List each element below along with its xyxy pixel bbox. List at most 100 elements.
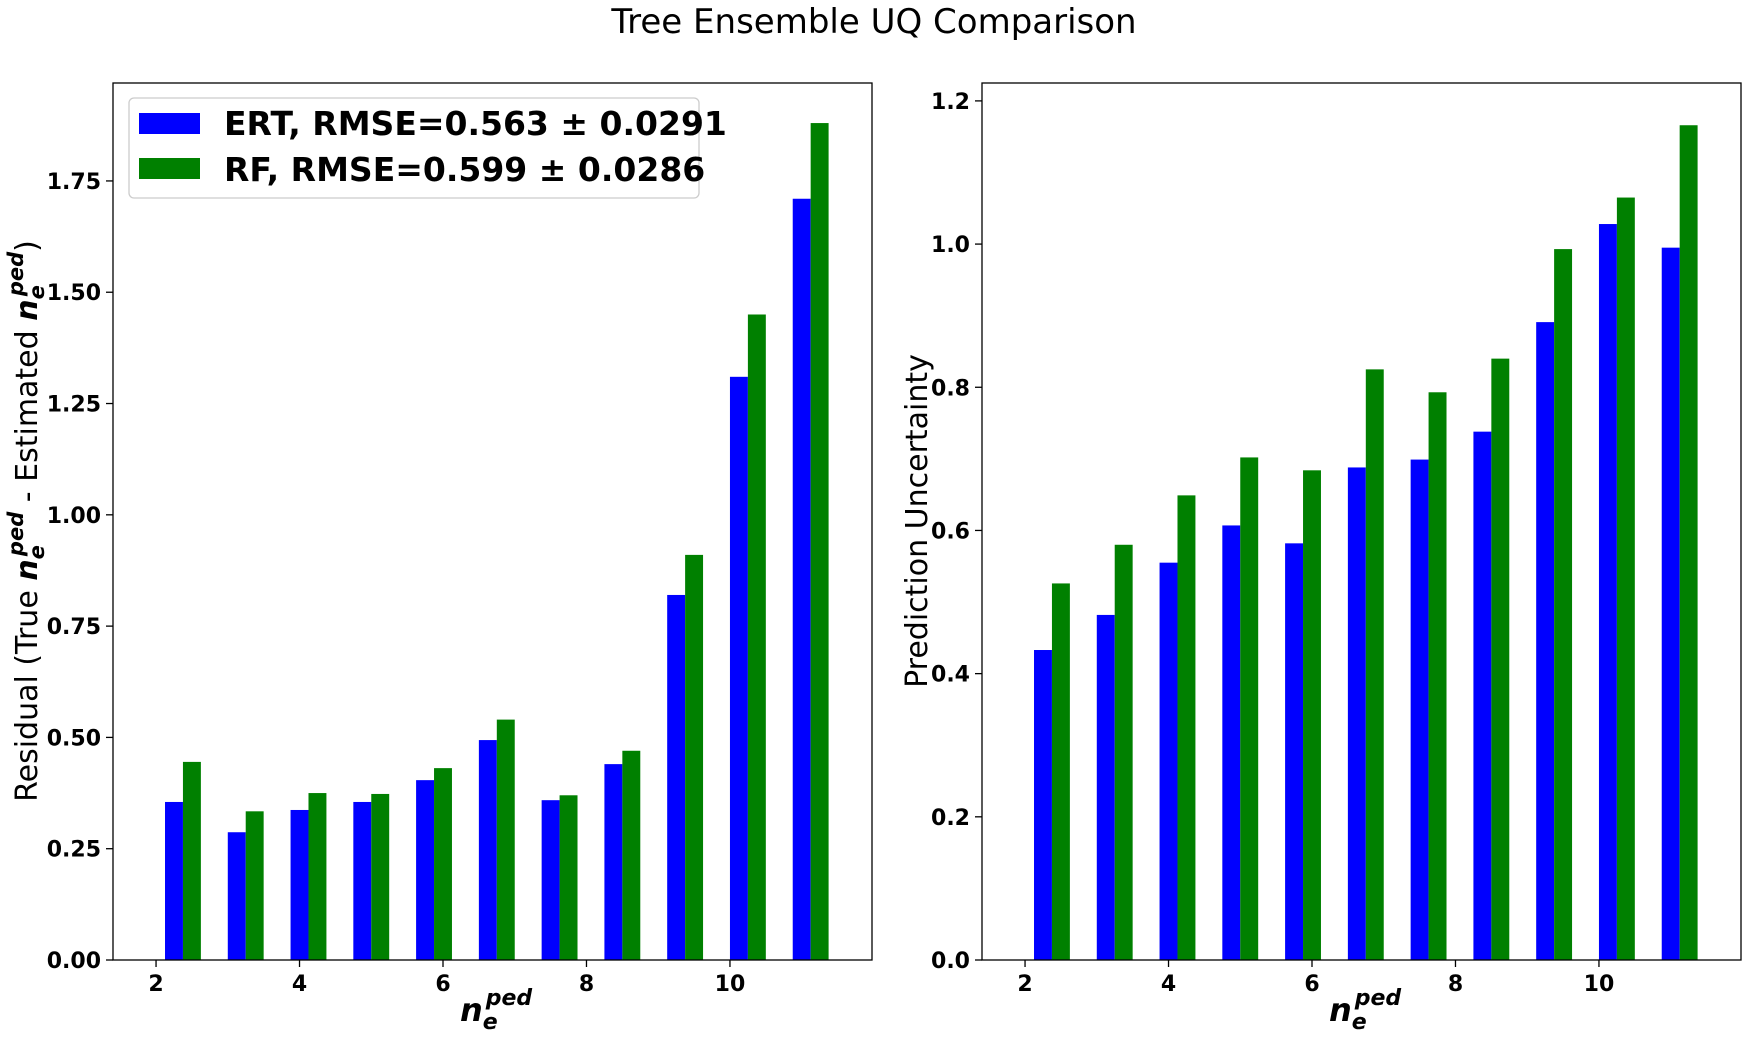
uncertainty-xtick-label-3: 8 bbox=[1448, 972, 1463, 997]
residual-bar-series0-0 bbox=[165, 801, 183, 960]
residual-bar-series0-7 bbox=[604, 764, 623, 960]
residual-legend: ERT, RMSE=0.563 ± 0.0291 RF, RMSE=0.599 … bbox=[128, 97, 727, 199]
uncertainty-bar-series1-0 bbox=[1051, 583, 1070, 960]
uncertainty-ytick-label-2: 0.4 bbox=[931, 663, 970, 688]
residual-bar-series1-6 bbox=[559, 795, 578, 960]
residual-y-ticks: 0.00 0.25 0.50 0.75 1.00 1.25 1.50 1.75 bbox=[47, 170, 113, 974]
uncertainty-x-label-sup: ped bbox=[1354, 986, 1402, 1011]
residual-ytick-label-3: 0.75 bbox=[47, 615, 101, 640]
uncertainty-bar-series1-10 bbox=[1679, 125, 1698, 960]
uncertainty-x-axis-label: neped bbox=[1329, 986, 1401, 1035]
residual-ytick-label-7: 1.75 bbox=[47, 170, 101, 195]
uncertainty-chart: 0.0 0.2 0.4 0.6 0.8 1.0 1.2 2 4 6 8 10 neped Predi… bbox=[900, 82, 1742, 1035]
legend-label-rf: RF, RMSE=0.599 ± 0.0286 bbox=[224, 150, 705, 189]
uncertainty-xtick-label-2: 6 bbox=[1304, 972, 1319, 997]
residual-bar-series0-1 bbox=[227, 832, 246, 960]
residual-bar-series0-10 bbox=[792, 198, 811, 960]
uncertainty-bar-series0-6 bbox=[1410, 459, 1429, 960]
residual-chart: 0.000.250.500.751.001.251.501.75 2 4 6 8 10 … bbox=[4, 82, 873, 1035]
residual-ytick-label-0: 0.00 bbox=[47, 949, 101, 974]
residual-ytick-label-2: 0.50 bbox=[47, 726, 101, 751]
uncertainty-xtick-label-1: 4 bbox=[1161, 972, 1176, 997]
uncertainty-plot-frame bbox=[981, 82, 1742, 961]
uncertainty-bar-series1-3 bbox=[1240, 457, 1259, 960]
uncertainty-bar-series0-9 bbox=[1598, 224, 1617, 961]
residual-bar-series1-7 bbox=[622, 750, 641, 960]
uncertainty-bar-series1-1 bbox=[1114, 544, 1133, 960]
uncertainty-bar-series0-0 bbox=[1034, 650, 1052, 960]
residual-y-axis-label: Residual (True neped - Estimated neped) bbox=[4, 240, 49, 802]
residual-y-label-var2-sub: e bbox=[25, 285, 49, 299]
residual-bar-series0-4 bbox=[416, 780, 435, 960]
uncertainty-xtick-label-4: 10 bbox=[1584, 972, 1615, 997]
uncertainty-bar-series1-6 bbox=[1428, 392, 1447, 960]
uncertainty-ytick-label-3: 0.6 bbox=[931, 519, 970, 544]
residual-y-label-middle: - Estimated bbox=[10, 321, 45, 512]
uncertainty-bar-series0-10 bbox=[1661, 247, 1680, 960]
residual-ytick-label-1: 0.25 bbox=[47, 838, 101, 863]
residual-x-label-base: n bbox=[460, 991, 483, 1029]
uncertainty-bar-series0-7 bbox=[1473, 431, 1492, 961]
residual-bar-series1-1 bbox=[245, 811, 264, 960]
residual-bar-series1-3 bbox=[371, 793, 390, 960]
uncertainty-ytick-label-0: 0.0 bbox=[931, 949, 970, 974]
residual-y-label-var1-base: n bbox=[10, 559, 45, 580]
residual-bar-series0-3 bbox=[353, 801, 372, 960]
legend-swatch-rf bbox=[139, 158, 200, 179]
residual-x-label-sub: e bbox=[483, 1010, 498, 1035]
residual-ytick-label-5: 1.25 bbox=[47, 393, 101, 418]
legend-swatch-ert bbox=[139, 113, 200, 134]
residual-bar-series1-0 bbox=[182, 761, 201, 960]
residual-xtick-label-0: 2 bbox=[148, 972, 163, 997]
uncertainty-bar-series1-8 bbox=[1554, 249, 1573, 960]
uncertainty-bar-series1-2 bbox=[1177, 495, 1196, 960]
residual-bar-series1-2 bbox=[308, 793, 327, 960]
uncertainty-x-label-base: n bbox=[1329, 991, 1352, 1029]
uncertainty-bar-series1-5 bbox=[1365, 369, 1384, 961]
residual-bar-series0-5 bbox=[478, 740, 497, 960]
uncertainty-ytick-label-6: 1.2 bbox=[931, 90, 970, 115]
residual-xtick-label-2: 6 bbox=[435, 972, 450, 997]
uncertainty-bar-series0-8 bbox=[1536, 322, 1555, 961]
residual-xtick-label-1: 4 bbox=[292, 972, 307, 997]
residual-bar-series0-8 bbox=[667, 594, 686, 960]
legend-label-ert: ERT, RMSE=0.563 ± 0.0291 bbox=[224, 104, 727, 143]
uncertainty-bar-series0-5 bbox=[1347, 467, 1366, 960]
legend-frame bbox=[128, 97, 700, 199]
uncertainty-bars bbox=[1034, 125, 1698, 961]
residual-bar-series0-2 bbox=[290, 809, 309, 960]
residual-bar-series1-4 bbox=[434, 768, 452, 960]
residual-y-label-var2-sup: ped bbox=[4, 251, 28, 297]
uncertainty-ytick-label-1: 0.2 bbox=[931, 806, 970, 831]
residual-y-label-var1-sub: e bbox=[25, 545, 49, 559]
residual-ytick-label-6: 1.50 bbox=[47, 281, 101, 306]
residual-x-axis-label: neped bbox=[460, 986, 532, 1035]
uncertainty-y-ticks: 0.0 0.2 0.4 0.6 0.8 1.0 1.2 bbox=[931, 90, 982, 974]
uncertainty-bar-series0-3 bbox=[1222, 525, 1241, 960]
residual-bar-series0-9 bbox=[729, 376, 748, 960]
uncertainty-x-ticks: 2 4 6 8 10 bbox=[1017, 960, 1614, 997]
residual-ytick-label-4: 1.00 bbox=[47, 504, 101, 529]
uncertainty-x-label-sub: e bbox=[1352, 1010, 1367, 1035]
uncertainty-y-axis-label: Prediction Uncertainty bbox=[900, 354, 935, 688]
residual-y-label-var1-sup: ped bbox=[4, 511, 28, 557]
residual-y-label-prefix: Residual (True bbox=[10, 581, 45, 802]
uncertainty-bar-series1-4 bbox=[1303, 470, 1321, 960]
residual-bar-series1-5 bbox=[496, 719, 515, 960]
residual-bar-series1-8 bbox=[685, 554, 704, 960]
uncertainty-bar-series0-2 bbox=[1159, 562, 1178, 960]
residual-bar-series1-10 bbox=[810, 123, 829, 961]
residual-bar-series1-9 bbox=[747, 314, 766, 960]
residual-xtick-label-3: 8 bbox=[579, 972, 594, 997]
uncertainty-bar-series0-4 bbox=[1285, 543, 1304, 960]
residual-y-label-var2-base: n bbox=[10, 299, 45, 320]
residual-plot-frame bbox=[112, 82, 873, 961]
residual-x-ticks: 2 4 6 8 10 bbox=[148, 960, 745, 997]
uncertainty-ytick-label-4: 0.8 bbox=[931, 376, 970, 401]
uncertainty-xtick-label-0: 2 bbox=[1017, 972, 1032, 997]
residual-x-label-sup: ped bbox=[485, 986, 533, 1011]
residual-bars bbox=[165, 123, 829, 961]
uncertainty-bar-series0-1 bbox=[1096, 614, 1115, 960]
uncertainty-bar-series1-7 bbox=[1491, 358, 1510, 961]
